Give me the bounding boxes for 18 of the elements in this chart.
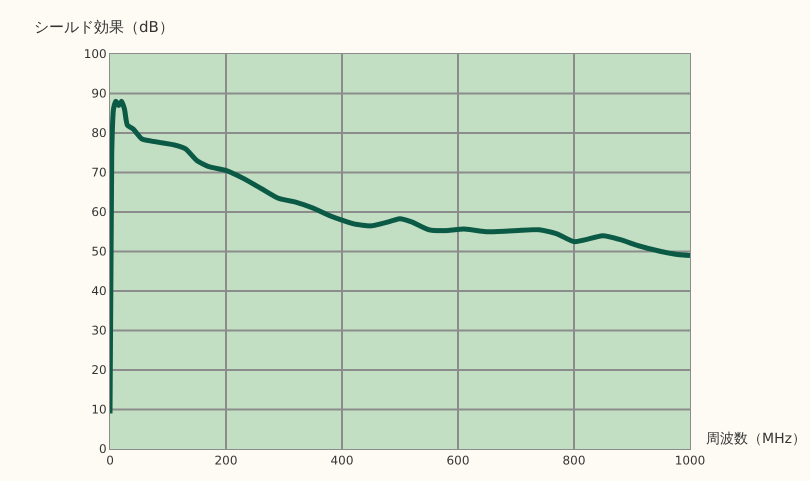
y-tick-label: 0 bbox=[98, 442, 107, 456]
y-tick-label: 50 bbox=[91, 244, 107, 259]
y-axis-title: シールド効果（dB） bbox=[34, 18, 174, 36]
x-tick-label: 1000 bbox=[674, 453, 706, 468]
x-tick-label: 800 bbox=[562, 453, 586, 468]
y-tick-label: 100 bbox=[84, 47, 107, 62]
x-tick-label: 200 bbox=[214, 453, 238, 468]
x-tick-label: 400 bbox=[330, 453, 354, 468]
x-tick-label: 600 bbox=[446, 453, 470, 468]
y-tick-label: 30 bbox=[91, 324, 107, 338]
x-axis-title: 周波数（MHz） bbox=[706, 431, 806, 447]
y-tick-label: 70 bbox=[91, 166, 107, 180]
y-tick-label: 80 bbox=[91, 126, 107, 140]
y-tick-label: 40 bbox=[91, 284, 107, 298]
y-tick-label: 10 bbox=[91, 402, 107, 417]
y-tick-label: 20 bbox=[91, 363, 107, 378]
y-tick-label: 90 bbox=[91, 86, 107, 101]
y-tick-label: 60 bbox=[91, 205, 107, 220]
